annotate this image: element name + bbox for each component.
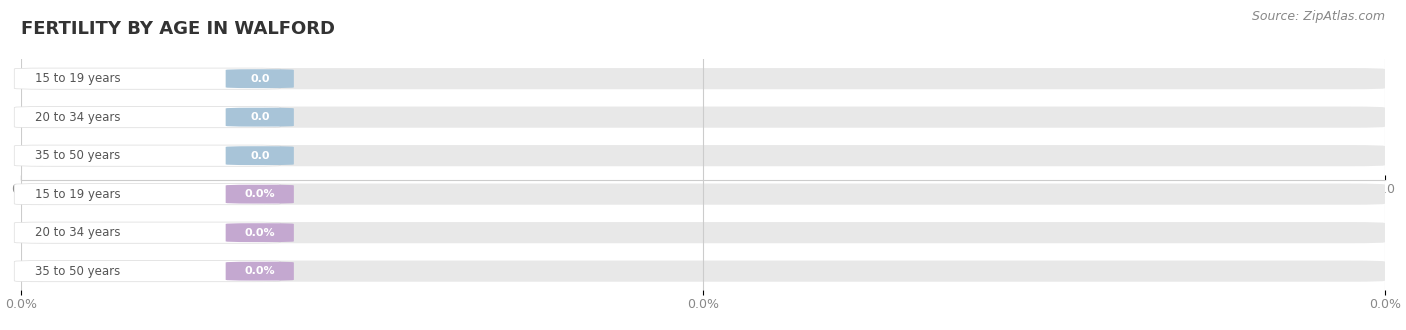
- Text: 0.0: 0.0: [250, 112, 270, 122]
- Text: 0.0%: 0.0%: [245, 189, 276, 199]
- Text: 20 to 34 years: 20 to 34 years: [35, 226, 121, 239]
- FancyBboxPatch shape: [14, 68, 280, 89]
- Text: 35 to 50 years: 35 to 50 years: [35, 149, 120, 162]
- FancyBboxPatch shape: [225, 108, 294, 127]
- FancyBboxPatch shape: [21, 261, 1385, 282]
- Text: 20 to 34 years: 20 to 34 years: [35, 111, 121, 124]
- FancyBboxPatch shape: [14, 145, 280, 166]
- FancyBboxPatch shape: [21, 107, 1385, 128]
- FancyBboxPatch shape: [225, 223, 294, 242]
- Text: 35 to 50 years: 35 to 50 years: [35, 265, 120, 278]
- FancyBboxPatch shape: [14, 261, 280, 282]
- FancyBboxPatch shape: [14, 107, 280, 128]
- FancyBboxPatch shape: [225, 262, 294, 280]
- FancyBboxPatch shape: [14, 183, 280, 205]
- Text: 0.0%: 0.0%: [245, 266, 276, 276]
- Text: FERTILITY BY AGE IN WALFORD: FERTILITY BY AGE IN WALFORD: [21, 20, 335, 38]
- Text: 0.0: 0.0: [250, 151, 270, 161]
- FancyBboxPatch shape: [21, 183, 1385, 205]
- FancyBboxPatch shape: [14, 222, 280, 243]
- FancyBboxPatch shape: [21, 68, 1385, 89]
- Text: Source: ZipAtlas.com: Source: ZipAtlas.com: [1251, 10, 1385, 23]
- Text: 0.0: 0.0: [250, 74, 270, 83]
- FancyBboxPatch shape: [21, 222, 1385, 243]
- FancyBboxPatch shape: [225, 185, 294, 204]
- Text: 0.0%: 0.0%: [245, 228, 276, 238]
- FancyBboxPatch shape: [225, 69, 294, 88]
- Text: 15 to 19 years: 15 to 19 years: [35, 72, 121, 85]
- Text: 15 to 19 years: 15 to 19 years: [35, 188, 121, 201]
- FancyBboxPatch shape: [225, 146, 294, 165]
- FancyBboxPatch shape: [21, 145, 1385, 166]
